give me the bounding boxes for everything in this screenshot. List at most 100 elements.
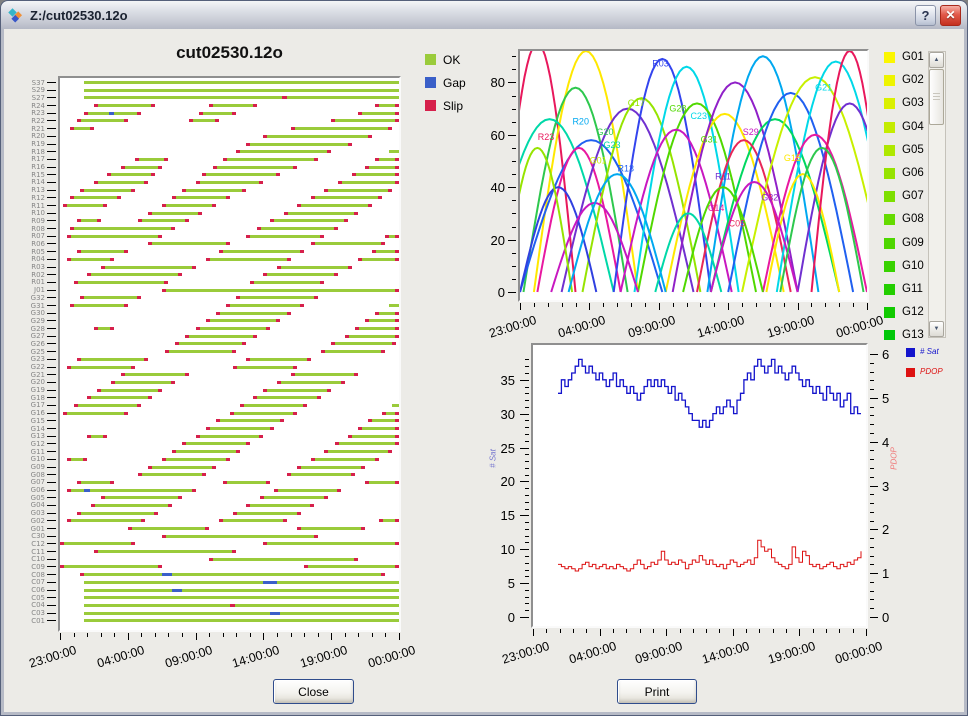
y-axis-tick — [47, 420, 56, 422]
series-legend-swatch — [906, 348, 915, 357]
y-axis-minor-tick — [512, 95, 516, 97]
slip-mark — [171, 380, 176, 384]
satellite-row-label: S37 — [31, 78, 45, 87]
x-axis-tick — [772, 629, 774, 633]
y-axis-minor-tick — [870, 415, 874, 417]
elevation-curve — [775, 60, 867, 293]
satellite-row-label: R18 — [31, 147, 45, 156]
client-area: cut02530.12o R03 G17 G28 C23 G20 G23 G01 R13 G31… — [1, 29, 967, 715]
slip-mark — [358, 111, 363, 115]
satellite-list-label: G03 — [902, 97, 924, 110]
x-axis-tick — [533, 629, 534, 636]
x-axis-tick — [114, 633, 116, 637]
y-axis-tick — [47, 220, 56, 222]
availability-bar — [256, 227, 338, 231]
window-close-button[interactable]: ✕ — [940, 4, 961, 26]
y-axis-tick — [47, 112, 56, 114]
y-axis-tick-label: 60 — [490, 127, 505, 143]
y-axis-tick — [47, 151, 56, 153]
scroll-down-button[interactable]: ▼ — [929, 321, 944, 337]
x-axis-tick — [209, 633, 211, 637]
slip-mark — [137, 296, 142, 300]
availability-bar — [276, 380, 345, 384]
slip-mark — [195, 180, 200, 184]
slip-mark — [137, 473, 142, 477]
satellite-row-label: R21 — [31, 124, 45, 133]
slip-mark — [70, 304, 75, 307]
slip-mark — [76, 511, 81, 515]
x-axis-tick — [853, 303, 855, 307]
availability-bar — [263, 580, 277, 584]
availability-bar — [324, 450, 393, 454]
slip-mark — [148, 242, 153, 246]
availability-bar — [93, 550, 237, 554]
slip-mark — [293, 165, 298, 169]
satellite-color-swatch — [884, 284, 895, 295]
y-axis-tick-label: 2 — [882, 522, 890, 538]
slip-mark — [286, 311, 291, 315]
x-axis-tick — [714, 303, 716, 307]
slip-mark — [76, 219, 81, 223]
down-arrow-icon: ▼ — [933, 326, 940, 332]
x-axis-tick — [60, 633, 61, 640]
slip-mark — [121, 165, 126, 169]
y-axis-tick — [47, 312, 56, 314]
availability-bar — [222, 480, 271, 484]
slip-mark — [185, 334, 190, 338]
slip-mark — [165, 350, 170, 354]
slip-mark — [371, 250, 376, 254]
slip-mark — [347, 265, 352, 269]
x-axis-tick — [100, 633, 102, 637]
availability-bar — [66, 234, 162, 238]
satellite-curve-label: G28 — [669, 103, 686, 113]
x-axis-tick — [631, 303, 633, 307]
slip-mark — [198, 211, 203, 215]
availability-bar — [297, 527, 366, 531]
satellite-row-label: R17 — [31, 155, 45, 164]
y-axis-tick-label: 3 — [882, 478, 890, 494]
availability-bar — [209, 104, 257, 108]
x-axis-tick-label: 23:00:00 — [27, 643, 79, 671]
y-axis-minor-tick — [525, 562, 529, 564]
availability-bar — [195, 327, 271, 331]
slip-mark — [73, 403, 78, 407]
slip-mark — [395, 427, 399, 431]
availability-bar — [161, 534, 318, 538]
close-button[interactable]: Close — [273, 679, 354, 704]
x-axis-tick — [652, 629, 654, 633]
slip-mark — [87, 434, 92, 438]
satellite-row-label: G13 — [30, 432, 45, 441]
slip-mark — [340, 380, 345, 384]
y-axis-tick — [520, 379, 529, 381]
availability-bar — [87, 434, 108, 438]
slip-mark — [93, 550, 98, 554]
slip-mark — [110, 257, 115, 261]
slip-mark — [201, 473, 206, 477]
slip-mark — [279, 419, 284, 423]
title-bar[interactable]: Z:/cut02530.12o ? ✕ — [1, 1, 967, 29]
scroll-thumb[interactable] — [929, 69, 944, 125]
elevation-curve — [612, 57, 712, 293]
elevation-curve — [741, 76, 867, 293]
slip-mark — [367, 204, 372, 208]
print-button[interactable]: Print — [617, 679, 697, 704]
legend-swatch — [425, 54, 436, 65]
y-axis-minor-tick — [512, 252, 516, 254]
satellite-list-scrollbar[interactable]: ▲ ▼ — [928, 51, 946, 338]
slip-mark — [297, 465, 302, 469]
satellite-curve-label: G15 — [784, 153, 801, 163]
y-axis-tick-label: 15 — [500, 508, 515, 524]
help-button[interactable]: ? — [915, 4, 936, 26]
slip-mark — [246, 503, 251, 507]
satellite-row-label: C08 — [31, 570, 45, 579]
x-axis-tick — [182, 633, 184, 637]
slip-mark — [351, 173, 356, 177]
satellite-curve-label: C14 — [708, 203, 725, 213]
scroll-up-button[interactable]: ▲ — [929, 52, 944, 68]
slip-mark — [93, 327, 98, 331]
satellite-row-label: S29 — [31, 86, 45, 95]
availability-bar — [263, 542, 399, 546]
y-axis-minor-tick — [870, 371, 874, 373]
availability-bar — [205, 427, 274, 431]
y-axis-tick — [47, 597, 56, 599]
